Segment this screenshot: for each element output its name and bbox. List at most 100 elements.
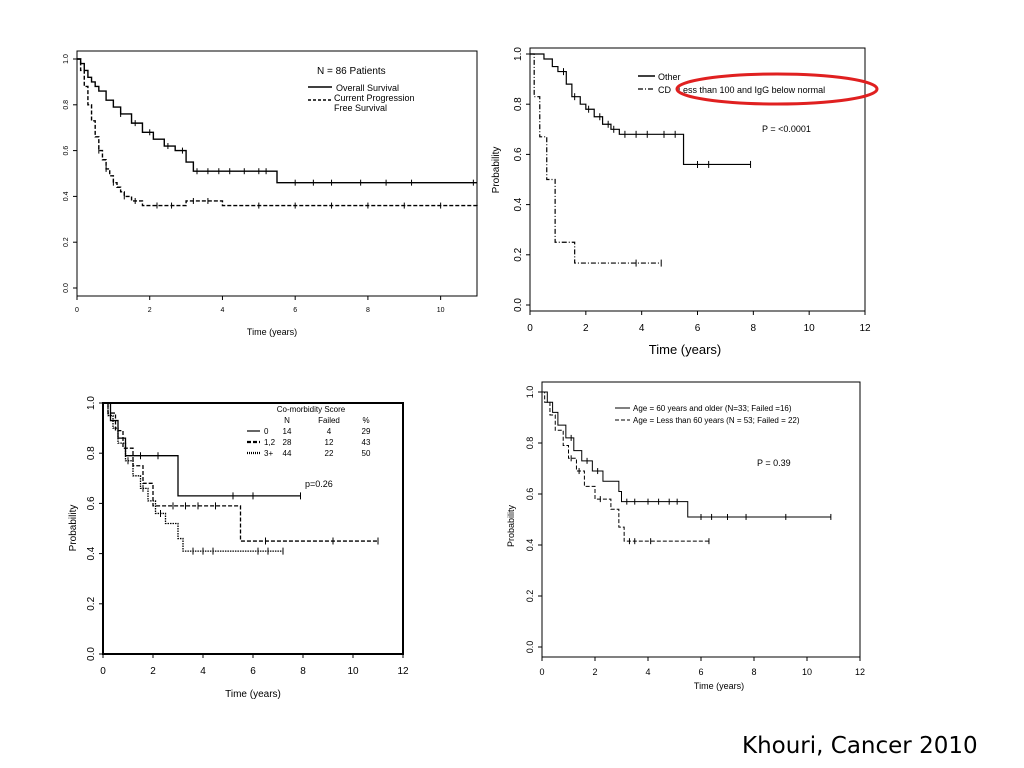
legend-n: 44 (283, 449, 292, 458)
x-axis-label: Time (years) (694, 681, 744, 691)
x-tick-label: 10 (437, 307, 445, 314)
y-tick-label: 0.6 (86, 496, 97, 510)
y-tick-label: 0.0 (525, 641, 535, 654)
x-tick-label: 4 (639, 323, 645, 334)
y-ticks: 0.0 0.2 0.4 0.6 0.8 1.0 (513, 47, 530, 312)
legend-label: Overall Survival (336, 83, 399, 93)
annotation-p-value: P = <0.0001 (762, 124, 811, 134)
x-axis-label: Time (years) (247, 327, 297, 337)
x-ticks: 0 2 4 6 8 10 12 (100, 654, 409, 677)
y-tick-label: 0.8 (513, 97, 524, 111)
legend-label: 0 (264, 427, 269, 436)
legend-pct: 50 (362, 449, 371, 458)
survival-curve-0 (542, 391, 831, 518)
legend-failed: 12 (325, 438, 334, 447)
legend-col-pct: % (362, 416, 369, 425)
plot-frame (76, 50, 478, 297)
x-tick-label: 2 (583, 323, 589, 334)
legend-label: Other (658, 72, 681, 82)
x-tick-label: 10 (347, 666, 359, 677)
x-tick-label: 0 (75, 307, 79, 314)
x-axis-label: Time (years) (649, 342, 721, 357)
y-tick-label: 0.2 (513, 247, 524, 261)
y-tick-label: 0.6 (513, 147, 524, 161)
legend-n: 28 (283, 438, 292, 447)
highlight-ellipse (675, 72, 879, 106)
y-axis-label: Probability (68, 505, 79, 552)
curves (542, 391, 832, 545)
x-tick-label: 0 (100, 666, 106, 677)
curves (530, 53, 752, 267)
y-tick-label: 0.8 (525, 437, 535, 450)
y-tick-label: 1.0 (525, 386, 535, 399)
chart-top-left: 0.0 0.2 0.4 0.6 0.8 1.0 0 2 4 6 8 10 N = 86 Patien… (63, 50, 478, 337)
y-axis-label: Probability (491, 147, 502, 194)
x-tick-label: 8 (366, 307, 370, 314)
y-tick-label: 1.0 (63, 54, 70, 64)
curves (103, 402, 379, 555)
annotation-p-value: p=0.26 (305, 479, 333, 489)
x-tick-label: 6 (250, 666, 256, 677)
x-tick-label: 10 (802, 667, 812, 677)
y-tick-label: 0.2 (86, 596, 97, 610)
x-tick-label: 6 (293, 307, 297, 314)
legend-label: Age = 60 years and older (N=33; Failed =… (633, 404, 792, 413)
legend: Overall Survival Current Progression Fre… (308, 83, 415, 113)
citation: Khouri, Cancer 2010 (742, 733, 978, 759)
x-ticks: 0 2 4 6 8 10 12 (527, 311, 871, 334)
legend-label: Current Progression Free Survival (334, 93, 415, 113)
annotation-p-value: P = 0.39 (757, 458, 791, 468)
legend-label: CD (658, 85, 671, 95)
legend-label: 1,2 (264, 438, 276, 447)
x-tick-label: 0 (539, 667, 544, 677)
x-tick-label: 12 (859, 323, 871, 334)
x-tick-label: 2 (592, 667, 597, 677)
x-tick-label: 12 (397, 666, 409, 677)
legend-n: 14 (283, 427, 292, 436)
x-tick-label: 4 (200, 666, 206, 677)
survival-curve-2 (103, 402, 283, 552)
survival-curve-1 (530, 53, 662, 264)
y-tick-label: 0.0 (513, 298, 524, 312)
x-tick-label: 6 (695, 323, 701, 334)
x-tick-label: 4 (221, 307, 225, 314)
legend-label: Age = Less than 60 years (N = 53; Failed… (633, 416, 800, 425)
survival-curve-0 (103, 402, 301, 497)
x-axis-label: Time (years) (225, 689, 281, 700)
y-ticks: 0.0 0.2 0.4 0.6 0.8 1.0 (525, 386, 542, 654)
y-tick-label: 0.0 (86, 647, 97, 661)
x-tick-label: 12 (855, 667, 865, 677)
chart-top-right: 0.0 0.2 0.4 0.6 0.8 1.0 0 2 4 6 8 10 12 Other CD Le… (491, 47, 879, 357)
legend-pct: 43 (362, 438, 371, 447)
legend-failed: 4 (327, 427, 332, 436)
curves (77, 58, 478, 209)
y-tick-label: 0.2 (63, 237, 70, 247)
x-tick-label: 8 (300, 666, 306, 677)
y-tick-label: 0.4 (525, 539, 535, 552)
survival-curve-1 (77, 58, 478, 207)
x-tick-label: 6 (698, 667, 703, 677)
legend-col-n: N (284, 416, 290, 425)
x-tick-label: 2 (150, 666, 156, 677)
x-tick-label: 0 (527, 323, 533, 334)
annotation-n-patients: N = 86 Patients (317, 66, 386, 77)
x-tick-label: 10 (804, 323, 816, 334)
y-tick-label: 0.8 (86, 446, 97, 460)
y-ticks: 0.0 0.2 0.4 0.6 0.8 1.0 (63, 54, 77, 293)
y-tick-label: 0.2 (525, 590, 535, 603)
y-tick-label: 0.0 (63, 283, 70, 293)
chart-bottom-right: 0.0 0.2 0.4 0.6 0.8 1.0 0 2 4 6 8 10 12 Age = 60 ye… (506, 381, 865, 691)
y-tick-label: 0.4 (63, 191, 70, 201)
survival-curve-1 (542, 391, 709, 542)
x-tick-label: 4 (645, 667, 650, 677)
chart-bottom-left: 0.0 0.2 0.4 0.6 0.8 1.0 0 2 4 6 8 10 12 Co-morbidit… (68, 396, 409, 700)
legend: Co-morbidity Score N Failed % 0 14 4 29 … (247, 405, 371, 458)
highlighted-legend-text: Less than 100 and IgG below normal (678, 85, 825, 95)
legend-pct: 29 (362, 427, 371, 436)
y-tick-label: 0.4 (86, 546, 97, 560)
x-ticks: 0 2 4 6 8 10 (75, 296, 445, 314)
legend: Age = 60 years and older (N=33; Failed =… (615, 404, 800, 425)
legend-col-failed: Failed (318, 416, 340, 425)
survival-curve-1 (103, 402, 378, 542)
y-tick-label: 0.6 (525, 488, 535, 501)
